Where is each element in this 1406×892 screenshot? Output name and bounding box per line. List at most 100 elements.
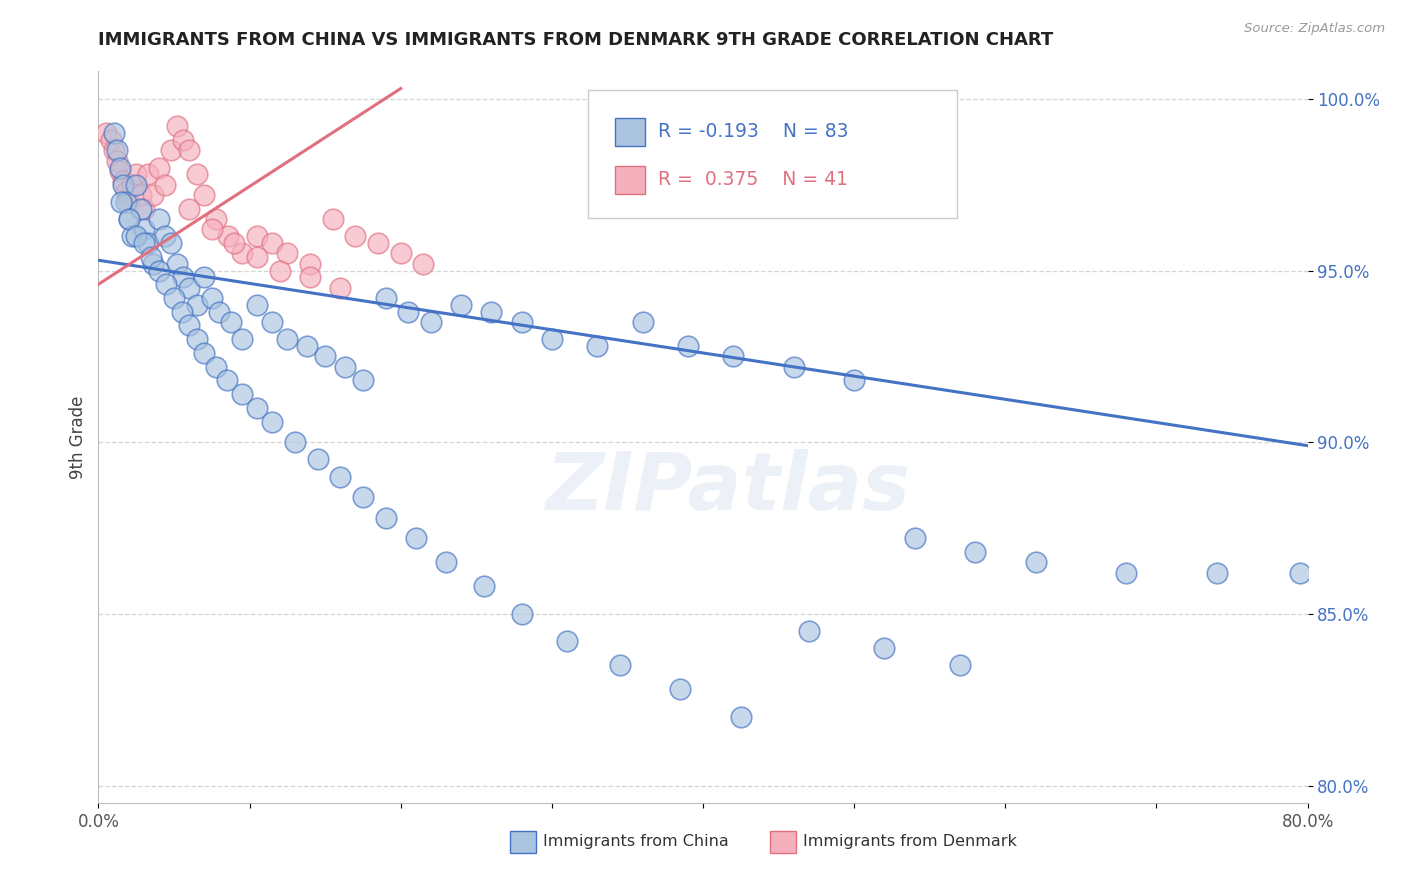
Text: R =  0.375    N = 41: R = 0.375 N = 41 (658, 170, 848, 189)
Point (136, 167, 159, 181)
FancyBboxPatch shape (769, 830, 796, 853)
Point (412, 257, 434, 271)
Point (118, 194, 141, 209)
Point (118, 212, 141, 227)
Point (676, 339, 699, 353)
Point (142, 257, 165, 271)
Point (669, 682, 692, 697)
Point (609, 658, 631, 673)
FancyBboxPatch shape (614, 118, 645, 146)
Point (352, 490, 374, 504)
Point (797, 624, 820, 639)
Point (172, 270, 194, 285)
Point (132, 202, 155, 216)
Point (108, 161, 131, 175)
Point (94, 126, 117, 140)
Point (100, 133, 122, 147)
Point (132, 222, 155, 236)
Point (333, 359, 356, 374)
Point (148, 212, 170, 227)
Point (121, 178, 143, 192)
Point (299, 257, 322, 271)
Point (314, 350, 336, 364)
Point (179, 144, 201, 158)
Point (155, 277, 177, 292)
Point (262, 235, 284, 250)
Point (217, 229, 239, 244)
Point (136, 235, 159, 250)
Point (153, 229, 176, 244)
Point (114, 194, 136, 209)
Point (125, 167, 148, 181)
Point (108, 164, 131, 178)
Point (374, 291, 396, 305)
Text: Source: ZipAtlas.com: Source: ZipAtlas.com (1244, 22, 1385, 36)
Point (246, 229, 269, 244)
Point (269, 263, 291, 277)
Point (110, 194, 132, 209)
Point (873, 641, 896, 656)
Point (166, 120, 188, 134)
Point (420, 315, 443, 329)
Text: IMMIGRANTS FROM CHINA VS IMMIGRANTS FROM DENMARK 9TH GRADE CORRELATION CHART: IMMIGRANTS FROM CHINA VS IMMIGRANTS FROM… (98, 31, 1053, 49)
Point (103, 126, 125, 140)
Point (352, 373, 374, 387)
Point (105, 144, 128, 158)
Point (201, 291, 224, 305)
Point (142, 188, 165, 202)
Point (153, 178, 176, 192)
Point (344, 229, 367, 244)
Point (205, 359, 228, 374)
Point (904, 532, 927, 546)
Point (262, 315, 284, 329)
Point (434, 556, 457, 570)
FancyBboxPatch shape (588, 89, 957, 218)
Point (295, 339, 318, 353)
Point (105, 153, 128, 168)
Point (540, 332, 562, 346)
Point (723, 350, 745, 364)
Point (510, 607, 533, 621)
Point (141, 250, 163, 264)
Point (405, 532, 427, 546)
Point (221, 315, 243, 329)
Point (450, 298, 472, 312)
Point (1206, 566, 1229, 580)
Point (179, 202, 201, 216)
Text: Immigrants from Denmark: Immigrants from Denmark (803, 834, 1017, 849)
Point (949, 658, 972, 673)
Point (276, 246, 298, 260)
FancyBboxPatch shape (509, 830, 536, 853)
Point (374, 510, 396, 524)
Point (166, 257, 188, 271)
Point (246, 401, 269, 415)
Point (322, 212, 344, 227)
Point (125, 229, 148, 244)
Point (367, 235, 389, 250)
Point (163, 291, 186, 305)
Point (231, 332, 253, 346)
Point (170, 304, 193, 318)
Point (844, 373, 866, 387)
Point (299, 270, 322, 285)
Point (111, 174, 134, 188)
Point (201, 222, 224, 236)
Point (125, 178, 148, 192)
Point (631, 315, 654, 329)
Point (114, 185, 136, 199)
Point (129, 188, 152, 202)
Point (276, 332, 298, 346)
Point (783, 359, 806, 374)
Point (205, 212, 228, 227)
Point (246, 298, 269, 312)
Point (1024, 556, 1046, 570)
Point (246, 250, 269, 264)
Point (307, 452, 329, 467)
Point (132, 235, 155, 250)
Point (262, 415, 284, 429)
Point (208, 304, 231, 318)
Point (730, 710, 752, 724)
Point (224, 235, 246, 250)
Point (186, 167, 208, 181)
Point (160, 144, 183, 158)
